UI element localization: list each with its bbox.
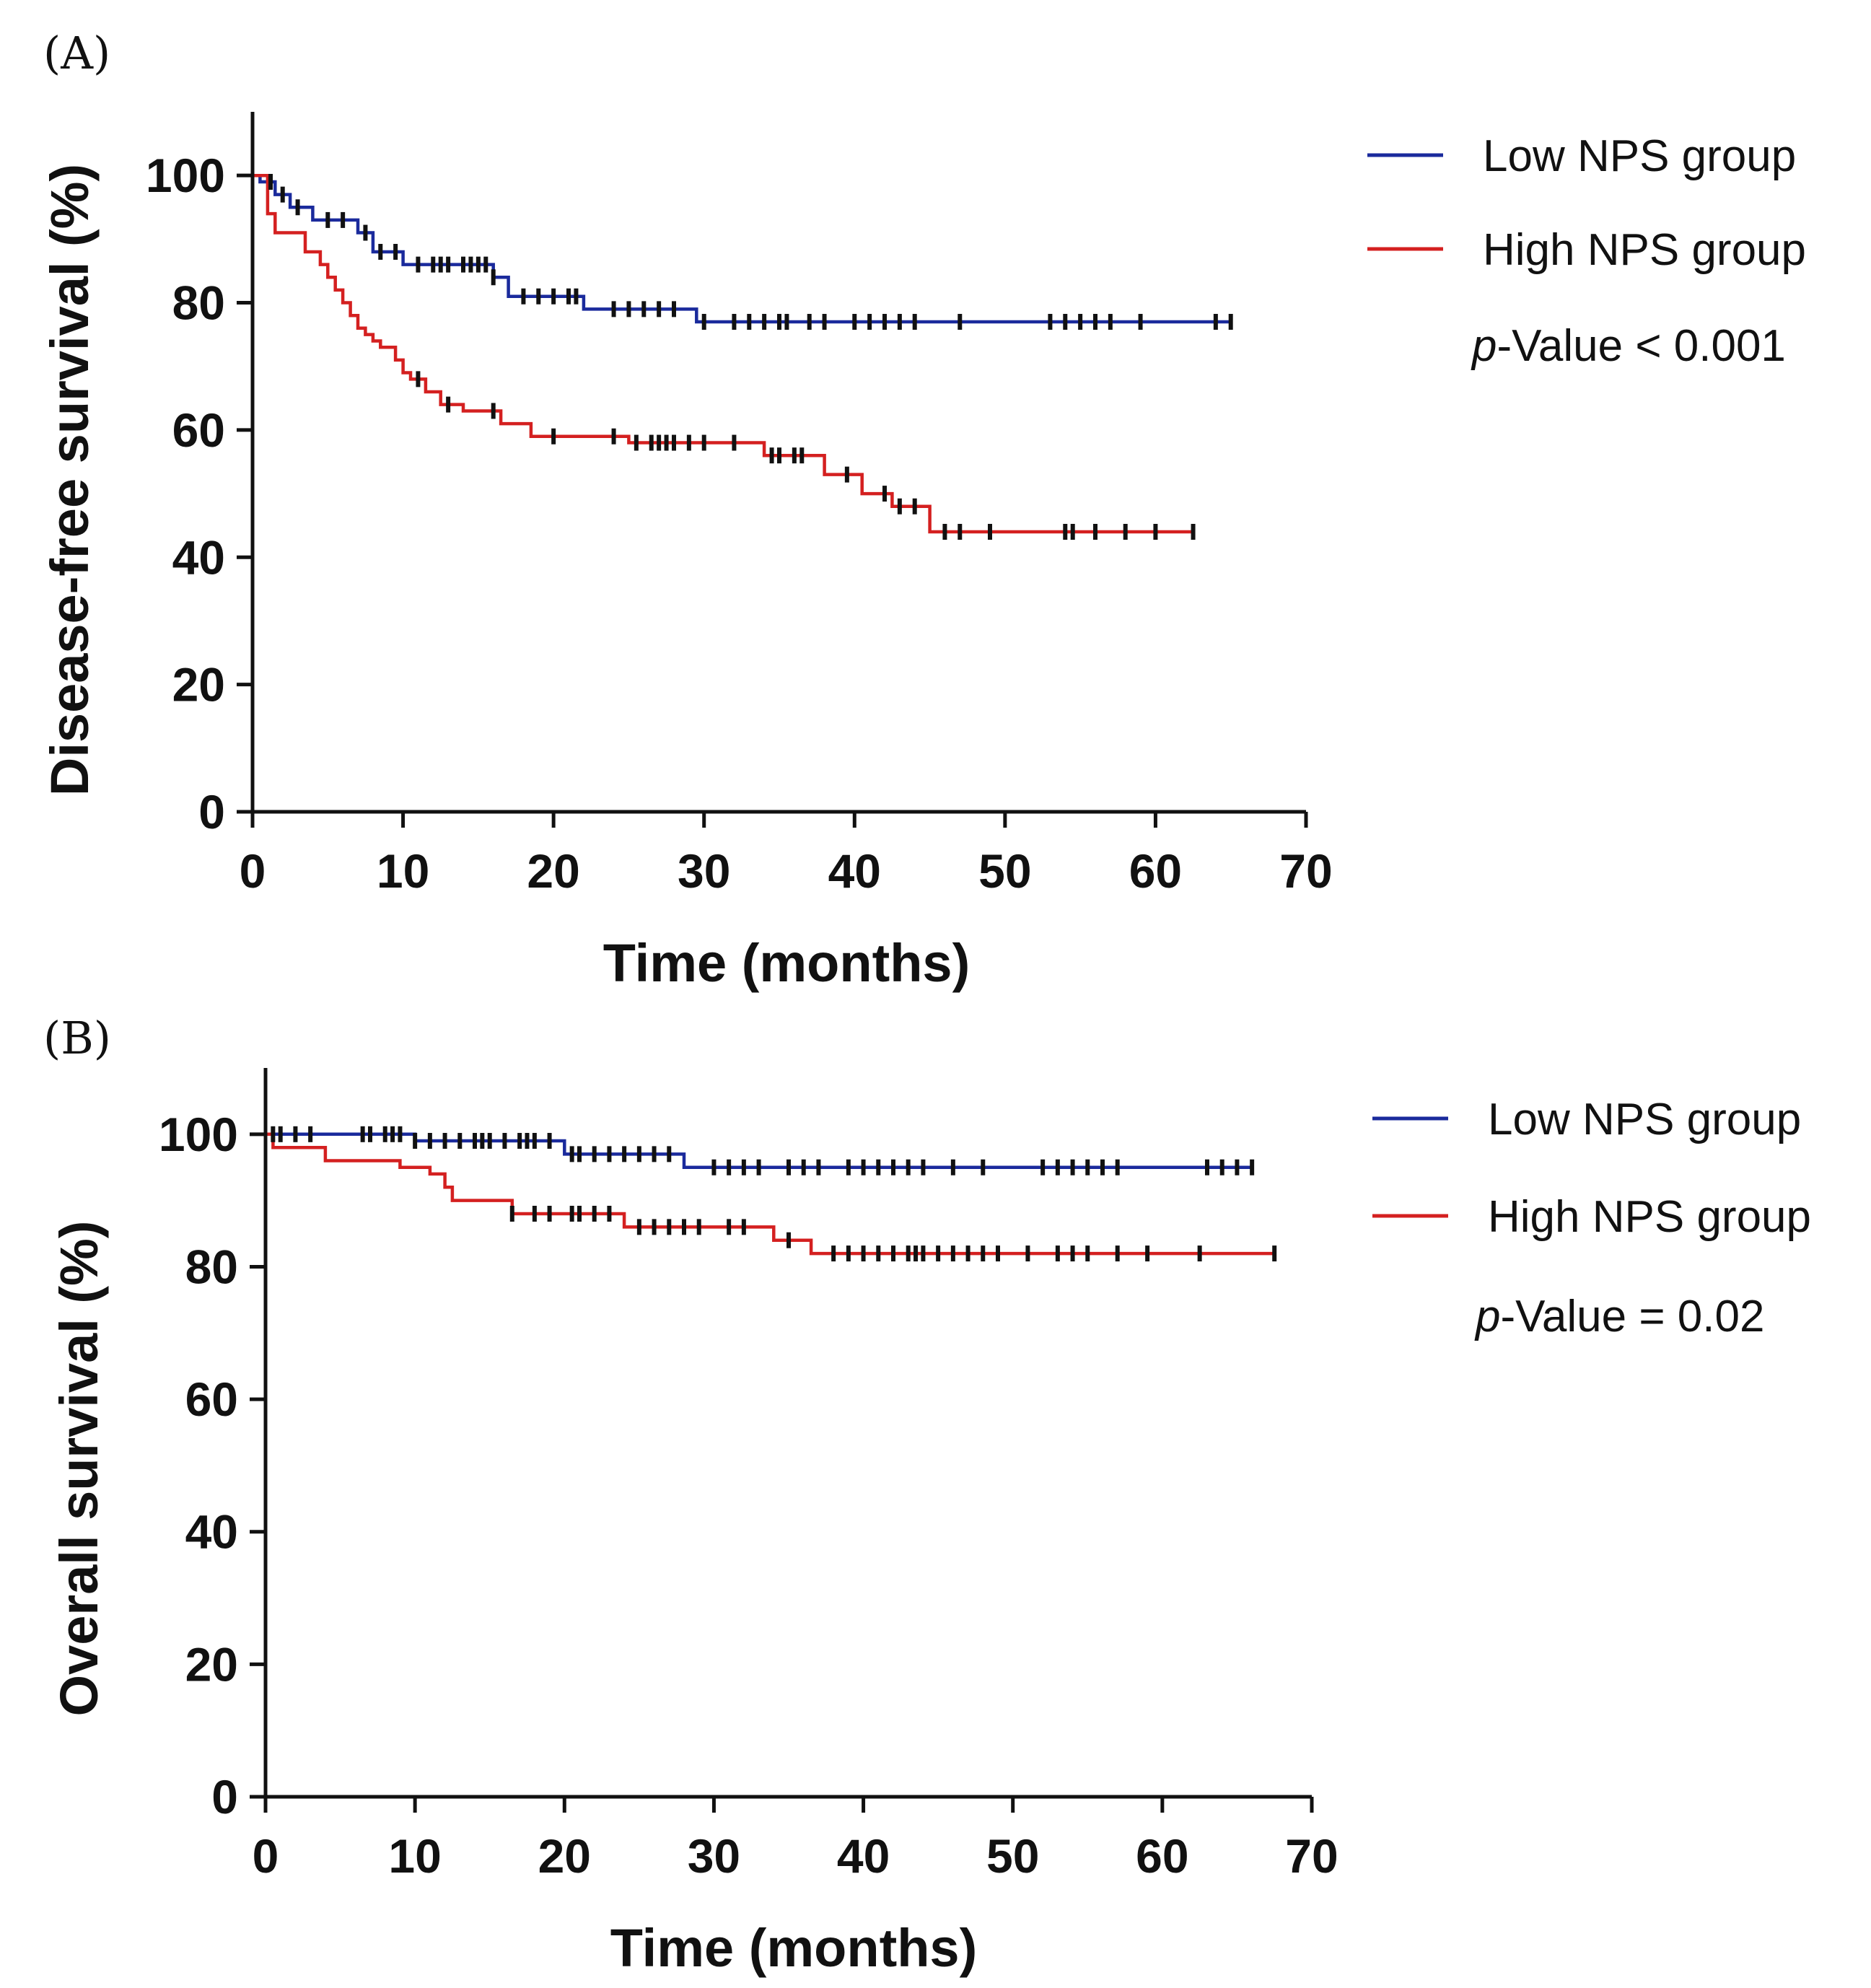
x-tick-label: 20: [538, 1829, 591, 1883]
x-tick-label: 60: [1136, 1829, 1188, 1883]
p-value-rest-b: -Value = 0.02: [1500, 1292, 1764, 1341]
y-tick-label: 0: [198, 785, 225, 838]
x-tick-label: 40: [828, 844, 881, 898]
legend-label: Low NPS group: [1488, 1095, 1801, 1144]
km-curve-high-nps-group: [253, 173, 1193, 534]
x-tick-label: 30: [678, 844, 730, 898]
p-value-prefix-a: p: [1471, 321, 1497, 371]
x-tick-label: 50: [986, 1829, 1039, 1883]
x-tick-label: 60: [1129, 844, 1182, 898]
y-tick-label: 60: [172, 403, 225, 457]
y-tick-label: 80: [185, 1240, 238, 1293]
y-tick-label: 0: [211, 1770, 238, 1823]
x-axis-title-a: Time (months): [603, 933, 970, 993]
x-tick-label: 10: [388, 1829, 441, 1883]
y-tick-label: 20: [185, 1637, 238, 1691]
ticks-b: 0 10 20 30 40 50 60 70 0 20 40 60 80 100: [159, 1108, 1338, 1883]
censor-marks-a: [268, 174, 1233, 540]
x-tick-label: 20: [527, 844, 579, 898]
p-value-a: p-Value < 0.001: [1471, 321, 1786, 371]
axes-a: [250, 112, 1306, 814]
x-tick-label: 0: [240, 844, 266, 898]
x-tick-label: 10: [377, 844, 429, 898]
panel-label-b: (B): [43, 1012, 111, 1064]
legend-label: High NPS group: [1488, 1192, 1811, 1242]
legend-label: High NPS group: [1483, 225, 1806, 275]
legend-a: Low NPS group High NPS group: [1367, 131, 1806, 275]
km-curve-high-nps-group: [266, 1132, 1275, 1256]
ticks-a: 0 10 20 30 40 50 60 70 0 20 40 60 80 100: [146, 149, 1333, 898]
y-tick-label: 40: [172, 530, 225, 584]
x-tick-label: 30: [688, 1829, 740, 1883]
p-value-rest-a: -Value < 0.001: [1497, 321, 1785, 371]
panel-b: (B) 0 10 20 30 40 50 60 70 0 20 40 60 80 100 Time (mo…: [43, 1012, 1811, 1978]
legend-b: Low NPS group High NPS group: [1372, 1095, 1811, 1242]
panel-a: (A) 0 10 20 30 40 50 60 70 0 20 40 60 80 100 Time (mo…: [40, 27, 1806, 993]
x-tick-label: 70: [1285, 1829, 1338, 1883]
y-tick-label: 40: [185, 1505, 238, 1559]
y-tick-label: 80: [172, 276, 225, 330]
panel-label-a: (A): [43, 27, 110, 79]
survival-curves-b: [266, 1132, 1275, 1256]
km-curve-low-nps-group: [253, 173, 1231, 324]
y-tick-label: 100: [146, 149, 225, 202]
x-tick-label: 50: [978, 844, 1031, 898]
survival-curves-a: [253, 173, 1231, 534]
x-tick-label: 70: [1279, 844, 1332, 898]
x-tick-label: 40: [837, 1829, 890, 1883]
p-value-b: p-Value = 0.02: [1474, 1292, 1764, 1341]
p-value-prefix-b: p: [1474, 1292, 1500, 1341]
y-tick-label: 100: [159, 1108, 238, 1161]
y-tick-label: 60: [185, 1372, 238, 1426]
x-axis-title-b: Time (months): [610, 1918, 977, 1978]
axes-b: [263, 1068, 1312, 1799]
censor-marks-b: [271, 1126, 1277, 1262]
y-axis-title-b: Overall survival (%): [49, 1221, 109, 1717]
x-tick-label: 0: [253, 1829, 279, 1883]
legend-label: Low NPS group: [1483, 131, 1796, 181]
y-axis-title-a: Disease-free survival (%): [40, 164, 100, 796]
y-tick-label: 20: [172, 658, 225, 711]
